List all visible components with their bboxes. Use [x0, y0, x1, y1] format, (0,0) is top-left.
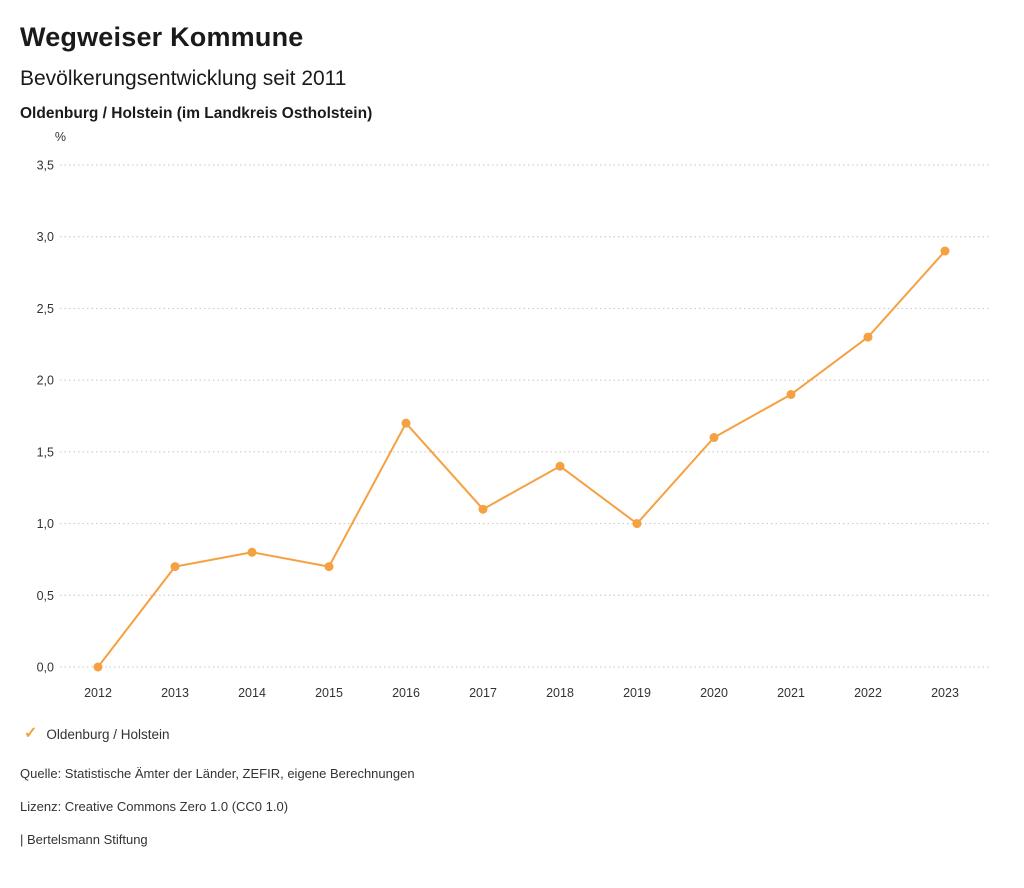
y-tick-label: 3,5 [37, 159, 54, 173]
chart-subtitle: Bevölkerungsentwicklung seit 2011 [20, 67, 347, 90]
y-tick-label: 1,0 [37, 517, 54, 531]
x-tick-label: 2020 [700, 686, 728, 700]
data-point[interactable] [863, 332, 873, 342]
page-title: Wegweiser Kommune [20, 22, 304, 52]
x-tick-label: 2022 [854, 686, 882, 700]
data-point[interactable] [324, 562, 334, 572]
y-tick-label: 2,5 [37, 302, 54, 316]
x-tick-label: 2018 [546, 686, 574, 700]
y-axis-unit-label: % [55, 130, 66, 144]
x-tick-label: 2014 [238, 686, 266, 700]
branding-text: | Bertelsmann Stiftung [20, 832, 148, 847]
data-point[interactable] [632, 519, 642, 529]
x-tick-label: 2019 [623, 686, 651, 700]
data-point[interactable] [93, 662, 103, 672]
data-point[interactable] [709, 433, 719, 443]
y-tick-label: 3,0 [37, 230, 54, 244]
data-point[interactable] [401, 418, 411, 428]
data-point[interactable] [478, 504, 488, 514]
x-tick-label: 2013 [161, 686, 189, 700]
population-line-chart: % 0,0 0,5 1,0 1,5 2,0 2,5 3,0 3,5 2012 2013 2014 201… [37, 130, 990, 700]
legend-series-label: Oldenburg / Holstein [46, 726, 170, 742]
x-tick-label: 2015 [315, 686, 343, 700]
x-tick-label: 2016 [392, 686, 420, 700]
x-tick-label: 2012 [84, 686, 112, 700]
series-line [97, 250, 946, 668]
region-label: Oldenburg / Holstein (im Landkreis Ostho… [20, 105, 373, 122]
data-point[interactable] [940, 246, 950, 256]
data-point[interactable] [786, 389, 796, 399]
x-tick-label: 2023 [931, 686, 959, 700]
data-point[interactable] [170, 562, 180, 572]
chart-area: % 0,0 0,5 1,0 1,5 2,0 2,5 3,0 3,5 2012 2013 2014 201… [20, 127, 1024, 712]
chart-legend[interactable]: ✓ Oldenburg / Holstein [24, 726, 1004, 742]
check-icon: ✓ [24, 725, 38, 742]
data-point[interactable] [555, 461, 565, 471]
source-text: Quelle: Statistische Ämter der Länder, Z… [20, 766, 415, 781]
license-text: Lizenz: Creative Commons Zero 1.0 (CC0 1… [20, 799, 289, 814]
chart-footer: Quelle: Statistische Ämter der Länder, Z… [20, 766, 1004, 847]
y-tick-label: 0,0 [37, 661, 54, 675]
y-tick-label: 1,5 [37, 445, 54, 459]
wegweiser-kommune-page: Wegweiser Kommune Bevölkerungsentwicklun… [20, 22, 1024, 847]
data-point[interactable] [247, 547, 257, 557]
x-tick-label: 2021 [777, 686, 805, 700]
y-tick-label: 2,0 [37, 374, 54, 388]
y-tick-label: 0,5 [37, 589, 54, 603]
x-tick-label: 2017 [469, 686, 497, 700]
